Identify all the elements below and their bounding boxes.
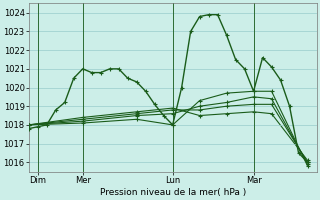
X-axis label: Pression niveau de la mer( hPa ): Pression niveau de la mer( hPa ) [100, 188, 246, 197]
